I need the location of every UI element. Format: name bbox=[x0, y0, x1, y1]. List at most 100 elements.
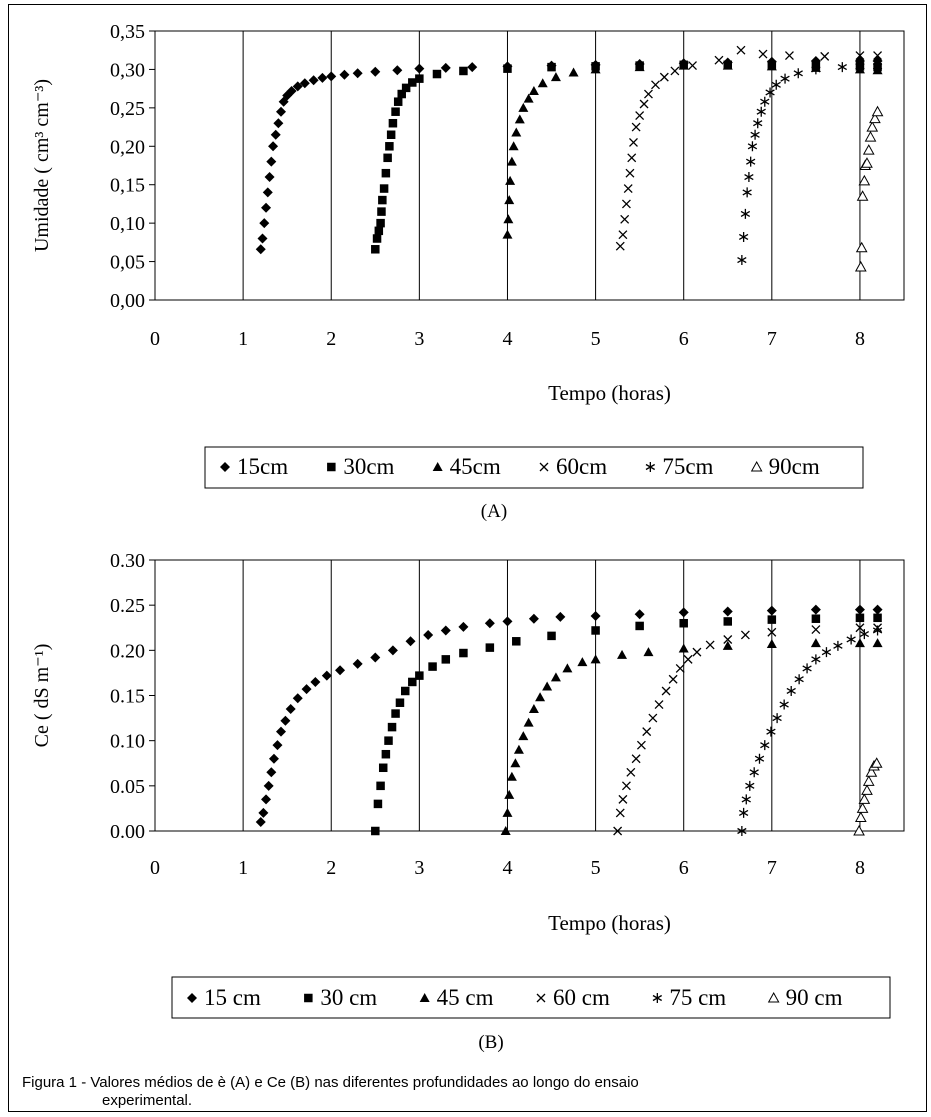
data-point bbox=[855, 613, 865, 623]
chart-B: 0.00 0.05 0.10 0.15 0.20 0.25 0.30 0 1 2 3 4 5 6 7 8 Tem… bbox=[31, 550, 905, 1053]
data-point bbox=[661, 686, 671, 696]
data-point bbox=[547, 62, 556, 72]
data-point bbox=[621, 199, 631, 209]
data-point bbox=[627, 153, 637, 163]
data-point bbox=[415, 74, 424, 83]
data-point bbox=[811, 654, 821, 665]
data-point bbox=[786, 685, 796, 696]
data-point bbox=[266, 156, 277, 167]
data-point bbox=[383, 153, 392, 163]
data-point bbox=[678, 60, 689, 70]
x-tick-label: 2 bbox=[326, 857, 336, 879]
data-point bbox=[737, 255, 747, 266]
legend-marker bbox=[652, 993, 663, 1003]
legend: 15 cm 30 cm 45 cm 60 cm 75 cm 90 cm bbox=[187, 985, 843, 1010]
data-point bbox=[754, 753, 765, 764]
data-point bbox=[765, 87, 775, 98]
data-point bbox=[723, 617, 733, 626]
data-point bbox=[385, 142, 394, 151]
data-point bbox=[266, 767, 277, 778]
data-point bbox=[810, 604, 821, 615]
chart-A: 0,00 0,05 0,10 0,15 0,20 0,25 0,30 0,35 0 1 2 3 4 5 6 7… bbox=[31, 21, 905, 522]
data-point bbox=[766, 61, 777, 71]
x-tick-label: 7 bbox=[767, 328, 777, 350]
x-tick-label: 6 bbox=[679, 328, 689, 350]
data-point bbox=[562, 663, 573, 673]
y-tick-label: 0.30 bbox=[110, 550, 145, 572]
data-point bbox=[634, 62, 645, 72]
legend-label: 30 cm bbox=[320, 985, 377, 1010]
data-point bbox=[872, 61, 883, 72]
data-point bbox=[620, 214, 630, 224]
y-tick-label: 0,15 bbox=[110, 175, 145, 197]
data-point bbox=[432, 69, 442, 79]
data-point bbox=[388, 118, 398, 128]
legend-marker bbox=[419, 993, 430, 1002]
data-point bbox=[758, 49, 768, 59]
data-point bbox=[321, 670, 332, 681]
data-point bbox=[766, 605, 777, 616]
data-point bbox=[301, 684, 312, 695]
data-point bbox=[635, 621, 644, 631]
data-point bbox=[855, 241, 868, 253]
data-point bbox=[837, 62, 847, 73]
x-tick-label: 0 bbox=[150, 328, 160, 350]
data-point bbox=[268, 141, 279, 152]
data-point bbox=[740, 208, 751, 219]
series-75cm bbox=[737, 61, 883, 266]
data-point bbox=[308, 75, 319, 86]
x-tick-label: 4 bbox=[502, 328, 512, 350]
data-point bbox=[555, 611, 566, 622]
data-point bbox=[393, 97, 403, 106]
series-30cm bbox=[371, 613, 882, 836]
series-75cm bbox=[737, 625, 883, 836]
data-point bbox=[387, 645, 398, 656]
data-point bbox=[811, 625, 821, 635]
data-point bbox=[513, 744, 524, 754]
data-point bbox=[504, 195, 515, 205]
y-tick-label: 0.15 bbox=[110, 686, 145, 708]
data-point bbox=[618, 230, 628, 240]
data-point bbox=[502, 807, 513, 817]
data-point bbox=[854, 260, 867, 272]
data-point bbox=[766, 726, 776, 737]
data-point bbox=[261, 202, 272, 213]
data-point bbox=[821, 647, 832, 658]
legend-marker bbox=[304, 993, 313, 1003]
x-tick-label: 5 bbox=[591, 857, 601, 879]
data-point bbox=[811, 64, 821, 75]
data-point bbox=[335, 665, 346, 676]
data-point bbox=[257, 233, 268, 244]
data-point bbox=[299, 78, 310, 89]
data-point bbox=[391, 107, 400, 116]
data-point bbox=[760, 740, 770, 751]
data-point bbox=[395, 698, 405, 707]
data-point bbox=[643, 89, 653, 99]
legend-marker bbox=[645, 462, 656, 472]
data-point bbox=[780, 73, 790, 84]
data-point bbox=[377, 207, 386, 216]
data-point bbox=[503, 214, 514, 224]
x-tick-label: 8 bbox=[855, 857, 865, 879]
data-point bbox=[855, 623, 865, 633]
data-point bbox=[779, 699, 789, 710]
data-point bbox=[872, 625, 883, 636]
data-point bbox=[856, 802, 869, 813]
data-point bbox=[626, 767, 636, 777]
data-point bbox=[811, 614, 821, 623]
data-point bbox=[262, 187, 273, 198]
x-tick-label: 0 bbox=[150, 857, 160, 879]
data-point bbox=[631, 122, 641, 132]
data-point bbox=[631, 754, 641, 764]
series-60cm bbox=[613, 623, 883, 836]
data-point bbox=[767, 627, 777, 637]
data-point bbox=[865, 766, 878, 777]
data-point bbox=[771, 79, 781, 90]
data-point bbox=[272, 740, 283, 751]
legend-marker bbox=[767, 991, 780, 1003]
data-point bbox=[722, 606, 733, 617]
series-90cm bbox=[853, 757, 883, 836]
legend: 15cm 30cm 45cm 60cm 75cm 90cm bbox=[220, 454, 820, 479]
data-point bbox=[613, 826, 623, 836]
